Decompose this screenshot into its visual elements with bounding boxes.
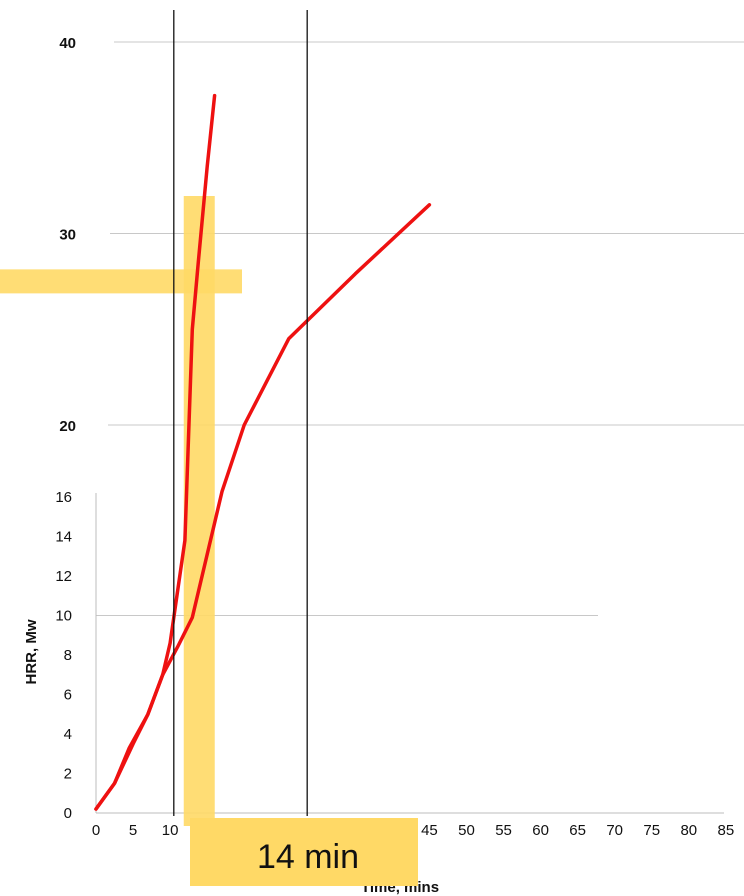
x-tick-label: 60 (532, 822, 549, 839)
x-tick-label: 5 (129, 822, 137, 839)
x-tick-label: 10 (162, 822, 179, 839)
y-tick-label-upper: 20 (59, 418, 76, 435)
y-tick-label: 6 (64, 687, 72, 704)
x-tick-label: 80 (680, 822, 697, 839)
y-tick-label: 2 (64, 766, 72, 783)
tick-labels: 0510152025303540455055606570758085024681… (55, 35, 734, 839)
x-tick-label: 65 (569, 822, 586, 839)
y-axis-label: HRR, Mw (23, 619, 40, 684)
annotation-box (190, 818, 418, 886)
x-tick-label: 0 (92, 822, 100, 839)
y-tick-label: 16 (55, 489, 72, 506)
annotation-callout: 14 min (190, 818, 418, 886)
y-tick-label: 12 (55, 568, 72, 585)
data-series (94, 93, 432, 811)
y-tick-label-upper: 40 (59, 35, 76, 52)
x-tick-label: 70 (606, 822, 623, 839)
series-line-2 (94, 203, 432, 811)
y-tick-label: 10 (55, 608, 72, 625)
y-tick-label: 0 (64, 805, 72, 822)
reference-lines (173, 10, 308, 816)
annotation-text: 14 min (257, 838, 359, 876)
x-tick-label: 85 (718, 822, 735, 839)
x-tick-label: 45 (421, 822, 438, 839)
y-tick-label: 8 (64, 647, 72, 664)
y-tick-label: 4 (64, 726, 72, 743)
highlight-bands (0, 196, 242, 826)
highlight-horizontal-band (0, 269, 242, 294)
y-tick-label-upper: 30 (59, 227, 76, 244)
highlight-vertical-band (183, 196, 215, 826)
y-tick-label: 14 (55, 529, 72, 546)
x-tick-label: 75 (643, 822, 660, 839)
x-tick-label: 55 (495, 822, 512, 839)
x-tick-label: 50 (458, 822, 475, 839)
